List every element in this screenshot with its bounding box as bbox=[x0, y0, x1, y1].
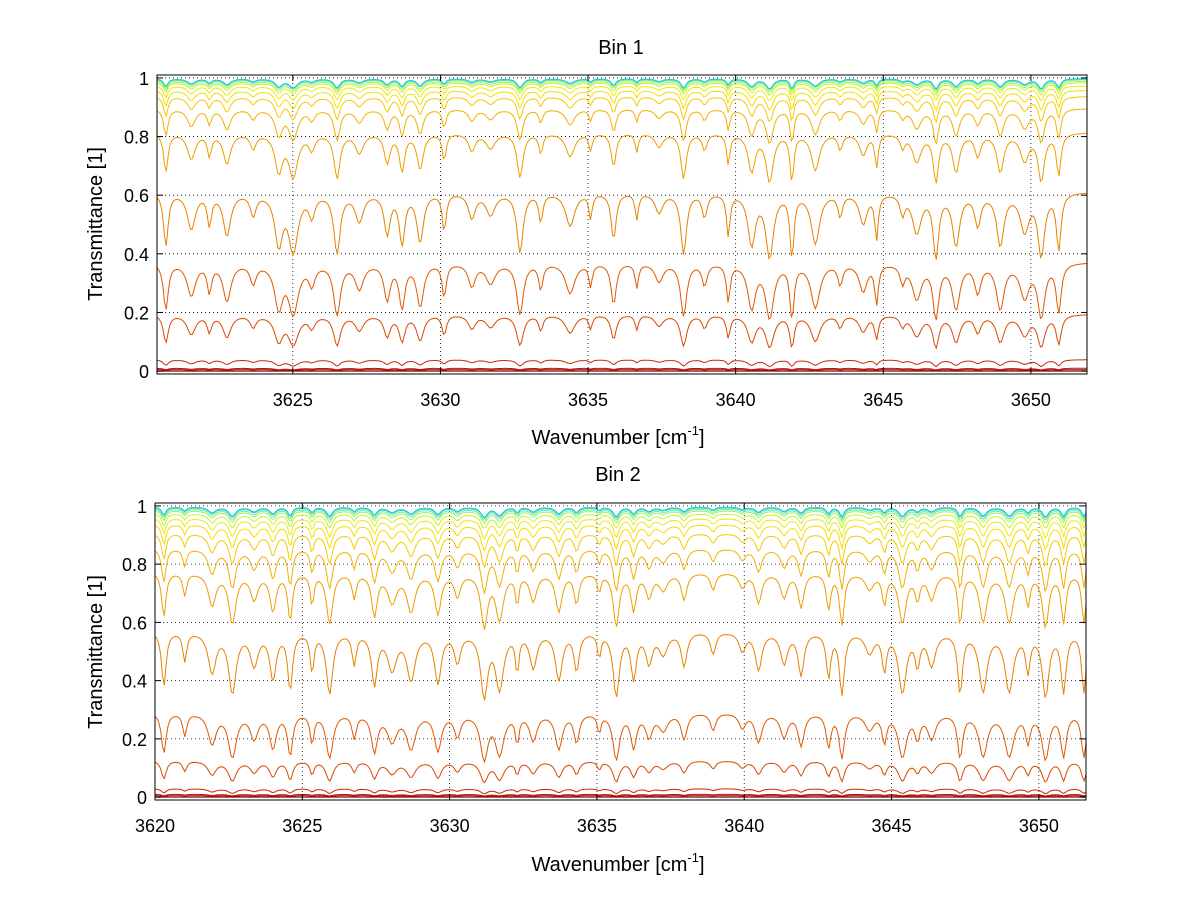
series-line bbox=[154, 524, 1087, 552]
panel-bin-1: Bin 1 3625 3630 3635 3640 3645 3650 0 0.2 0.4 0.6… bbox=[85, 37, 1088, 449]
series-line bbox=[154, 634, 1087, 701]
series-line bbox=[156, 369, 1087, 372]
x-tick-label: 3635 bbox=[568, 390, 608, 410]
y-tick-label: 0 bbox=[137, 788, 147, 808]
chart-title: Bin 2 bbox=[595, 464, 641, 486]
x-tick-label: 3625 bbox=[282, 816, 322, 836]
chart-title: Bin 1 bbox=[598, 37, 644, 59]
series-line bbox=[154, 761, 1087, 784]
y-tick-label: 0.4 bbox=[122, 672, 147, 692]
series-line bbox=[154, 509, 1087, 522]
series-line bbox=[154, 788, 1087, 795]
y-tick-label: 1 bbox=[139, 69, 149, 89]
x-tick-label: 3650 bbox=[1011, 390, 1051, 410]
panel-bin-2: Bin 2 3620 3625 3630 3635 3640 3645 3650 0 0.2 0.… bbox=[85, 464, 1087, 876]
x-tick-label: 3625 bbox=[273, 390, 313, 410]
x-tick-label: 3640 bbox=[716, 390, 756, 410]
grid-lines bbox=[155, 503, 1086, 800]
x-axis-label: Wavenumber [cm-1] bbox=[531, 850, 704, 876]
series-line bbox=[154, 795, 1087, 798]
series-line bbox=[156, 132, 1088, 184]
series-line bbox=[156, 96, 1087, 124]
series-line bbox=[156, 367, 1087, 371]
series-line bbox=[156, 263, 1088, 321]
y-tick-label: 0.6 bbox=[122, 613, 147, 633]
y-tick-label: 0.2 bbox=[122, 730, 147, 750]
y-tick-label: 1 bbox=[137, 497, 147, 517]
x-tick-label: 3630 bbox=[430, 816, 470, 836]
x-tick-label: 3630 bbox=[420, 390, 460, 410]
series-line bbox=[154, 513, 1087, 530]
tick-marks: 3620 3625 3630 3635 3640 3645 3650 0 0.2 0.4 0.6 0.… bbox=[122, 497, 1086, 836]
series-line bbox=[154, 793, 1087, 797]
series-line bbox=[156, 79, 1087, 91]
x-tick-label: 3620 bbox=[135, 816, 175, 836]
x-tick-label: 3635 bbox=[577, 816, 617, 836]
series-line bbox=[154, 574, 1087, 630]
series-line bbox=[154, 714, 1087, 764]
x-tick-label: 3645 bbox=[863, 390, 903, 410]
series-line bbox=[156, 108, 1088, 145]
y-axis-label: Transmittance [1] bbox=[85, 575, 107, 729]
plot-frame bbox=[154, 502, 1087, 801]
series-line bbox=[154, 506, 1087, 519]
series-lines bbox=[156, 78, 1088, 372]
series-line bbox=[156, 80, 1087, 94]
series-line bbox=[156, 192, 1088, 260]
series-line bbox=[156, 85, 1087, 101]
x-tick-label: 3650 bbox=[1019, 816, 1059, 836]
y-tick-label: 0 bbox=[139, 362, 149, 382]
x-tick-label: 3645 bbox=[872, 816, 912, 836]
plot-frame bbox=[156, 74, 1088, 375]
series-line bbox=[156, 314, 1088, 350]
series-line bbox=[156, 82, 1087, 97]
series-lines bbox=[154, 506, 1087, 798]
series-line bbox=[156, 78, 1087, 90]
y-tick-label: 0.8 bbox=[122, 555, 147, 575]
series-line bbox=[156, 359, 1087, 368]
series-line bbox=[156, 90, 1088, 112]
y-tick-label: 0.4 bbox=[124, 245, 149, 265]
y-tick-label: 0.8 bbox=[124, 128, 149, 148]
x-tick-label: 3640 bbox=[724, 816, 764, 836]
series-line bbox=[154, 549, 1087, 596]
series-line bbox=[154, 534, 1087, 569]
tick-marks: 3625 3630 3635 3640 3645 3650 0 0.2 0.4 0.6 0.8 1 bbox=[124, 69, 1087, 410]
y-axis-label: Transmittance [1] bbox=[85, 147, 107, 301]
y-tick-label: 0.6 bbox=[124, 186, 149, 206]
y-tick-label: 0.2 bbox=[124, 303, 149, 323]
x-axis-label: Wavenumber [cm-1] bbox=[531, 423, 704, 449]
series-line bbox=[154, 518, 1087, 540]
series-line bbox=[154, 510, 1087, 525]
